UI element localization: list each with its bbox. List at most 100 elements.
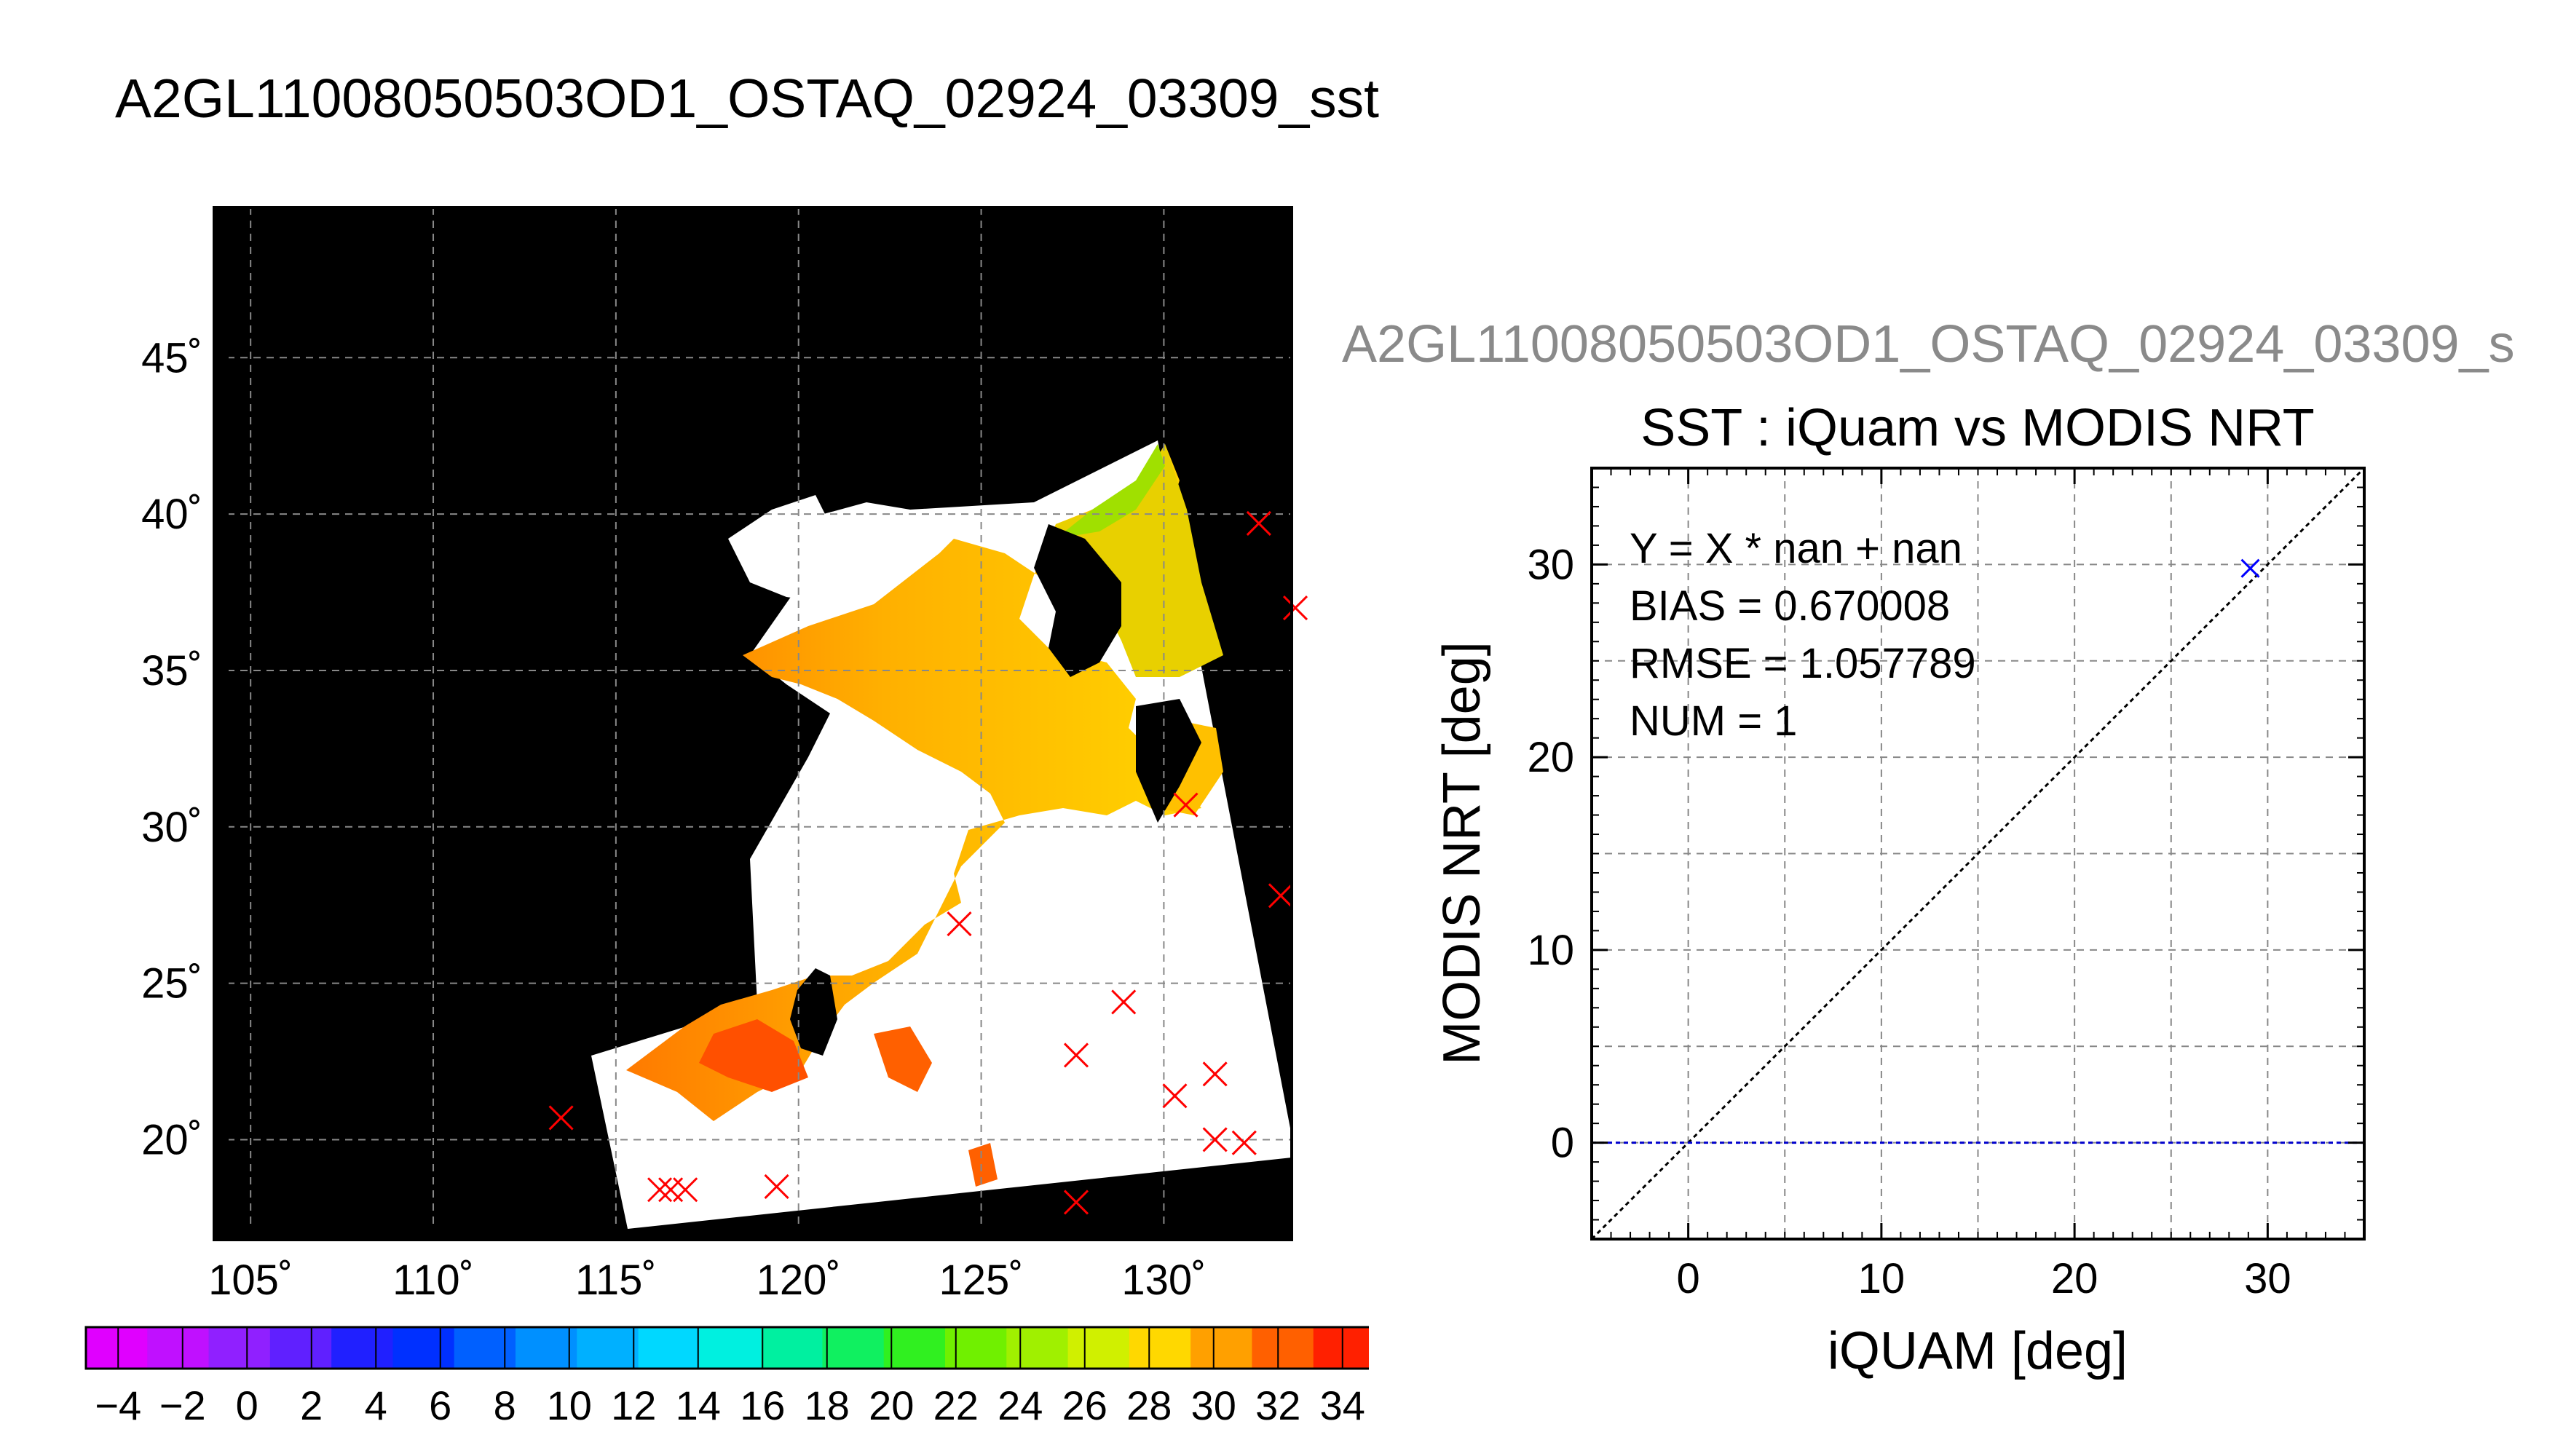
scatter-stat-line: Y = X * nan + nan [1630, 525, 1962, 572]
colorbar-label: −2 [159, 1382, 206, 1428]
scatter-x-tick-label: 0 [1676, 1255, 1699, 1302]
map-x-tick-label: 120˚ [757, 1257, 841, 1304]
matchup-marker [1063, 1042, 1089, 1068]
map-gridlines [214, 207, 1292, 1240]
page-title: A2GL11008050503OD1_OSTAQ_02924_03309_sst [115, 68, 1380, 129]
map-y-tick-label: 35˚ [141, 647, 202, 695]
colorbar-segment [638, 1327, 700, 1369]
colorbar-segment [269, 1327, 332, 1369]
colorbar-label: 24 [998, 1382, 1043, 1428]
swath [591, 440, 1292, 1229]
colorbar-segment [392, 1327, 455, 1369]
matchup-marker [1231, 1130, 1257, 1155]
scatter-reference-lines [1590, 467, 2366, 1241]
map-x-tick-label: 125˚ [939, 1257, 1024, 1304]
scatter-points [2240, 558, 2260, 578]
scatter-x-label: iQUAM [deg] [1828, 1322, 2128, 1380]
land-japan [1136, 699, 1201, 823]
map-x-tick-label: 115˚ [575, 1257, 657, 1304]
colorbar-label: 18 [805, 1382, 850, 1428]
colorbar-segment [1313, 1327, 1369, 1369]
matchup-marker [1162, 1083, 1188, 1109]
scatter-y-tick-label: 0 [1551, 1120, 1574, 1167]
colorbar-label: 22 [933, 1382, 979, 1428]
map-y-tick-label: 40˚ [141, 491, 202, 538]
scatter-stat-line: BIAS = 0.670008 [1630, 582, 1950, 630]
matchup-marker [1202, 1061, 1228, 1087]
matchup-marker [1202, 1127, 1228, 1152]
colorbar-label: 2 [300, 1382, 323, 1428]
colorbar-segment [1067, 1327, 1130, 1369]
colorbar-label: 20 [869, 1382, 914, 1428]
land-korea [1034, 524, 1121, 677]
colorbar-label: 6 [429, 1382, 451, 1428]
matchup-marker [1063, 1190, 1089, 1215]
colorbar-label: 8 [494, 1382, 516, 1428]
colorbar-segment [761, 1327, 823, 1369]
colorbar-segment [1252, 1327, 1314, 1369]
map-y-tick-label: 20˚ [141, 1116, 202, 1163]
map-frame [213, 206, 1293, 1241]
matchup-marker [1173, 792, 1198, 818]
scatter-point [2240, 558, 2260, 578]
scatter-y-tick-label: 10 [1527, 927, 1574, 974]
matchup-marker [764, 1174, 789, 1200]
scatter-y-label: MODIS NRT [deg] [1433, 641, 1491, 1065]
matchup-marker [647, 1177, 673, 1203]
map-x-tick-label: 130˚ [1121, 1257, 1206, 1304]
colorbar-segment [699, 1327, 762, 1369]
colorbar-segment [454, 1327, 516, 1369]
colorbar [84, 1326, 1369, 1370]
matchup-marker [1246, 510, 1271, 537]
colorbar-label: 32 [1255, 1382, 1300, 1428]
colorbar-segment [577, 1327, 639, 1369]
colorbar-label: 34 [1320, 1382, 1365, 1428]
colorbar-segment [1006, 1327, 1069, 1369]
colorbar-label: 12 [611, 1382, 656, 1428]
colorbar-label: 0 [236, 1382, 258, 1428]
map-y-tick-label: 45˚ [141, 334, 202, 381]
colorbar-label: 16 [740, 1382, 785, 1428]
colorbar-label: −4 [95, 1382, 141, 1428]
sst-field-japan-sea [1056, 444, 1223, 677]
sst-field-green [1056, 444, 1165, 539]
matchup-marker [1111, 989, 1137, 1015]
colorbar-labels: −4 −2 0 2 4 6 8 10 12 14 16 18 20 22 24 26 28 30 32 34 [95, 1382, 1365, 1428]
colorbar-segment [1129, 1327, 1191, 1369]
colorbar-label: 30 [1191, 1382, 1236, 1428]
scatter-x-tick-label: 10 [1858, 1255, 1906, 1302]
map-y-ticks: 20˚ 25˚ 30˚ 35˚ 40˚ 45˚ [141, 334, 229, 1163]
colorbar-label: 26 [1062, 1382, 1107, 1428]
colorbar-segment [883, 1327, 946, 1369]
colorbar-label: 4 [365, 1382, 387, 1428]
scatter-x-tick-label: 30 [2244, 1255, 2291, 1302]
matchup-markers [548, 510, 1308, 1215]
scatter-title: SST : iQuam vs MODIS NRT [1640, 399, 2315, 457]
map-y-tick-label: 30˚ [141, 804, 202, 851]
map-x-tick-label: 110˚ [392, 1257, 474, 1304]
scatter-stat-line: RMSE = 1.057789 [1630, 640, 1976, 687]
land-taiwan [790, 968, 837, 1056]
identity-line [1590, 467, 2366, 1241]
colorbar-label: 14 [676, 1382, 721, 1428]
scatter-frame [1590, 467, 2366, 1241]
cloud-bohai [728, 495, 874, 604]
sst-field-red-spot [968, 1143, 998, 1187]
colorbar-label: 28 [1126, 1382, 1172, 1428]
map-x-tick-label: 105˚ [208, 1257, 293, 1304]
colorbar-frame [84, 1326, 1369, 1370]
scatter-file-header: A2GL11008050503OD1_OSTAQ_02924_03309_s [1342, 315, 2515, 373]
colorbar-segment [86, 1327, 148, 1369]
sst-field-red-east [874, 1026, 932, 1092]
matchup-marker [1268, 883, 1294, 909]
matchup-marker [548, 1105, 574, 1131]
matchup-marker [1282, 595, 1308, 621]
matchup-marker [673, 1177, 698, 1203]
scatter-stat-line: NUM = 1 [1630, 697, 1797, 745]
colorbar-segment [147, 1327, 210, 1369]
map-y-tick-label: 25˚ [141, 960, 202, 1008]
scatter-y-tick-label: 30 [1527, 541, 1574, 588]
sst-map: 105˚ 110˚ 115˚ 120˚ 125˚ 130˚ 20˚ 25˚ 30˚ 35˚ 40˚… [84, 206, 1369, 1428]
colorbar-label: 10 [547, 1382, 592, 1428]
colorbar-segment [1190, 1327, 1252, 1369]
